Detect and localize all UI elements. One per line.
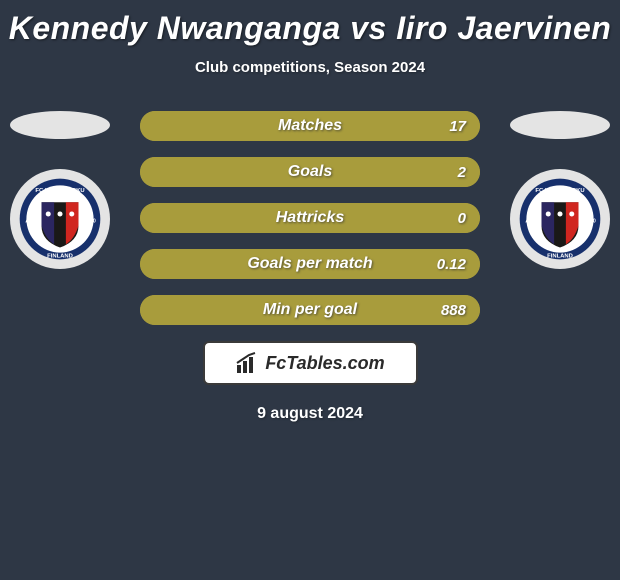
stat-bar-min-per-goal: Min per goal 888 xyxy=(140,295,480,325)
svg-text:FINLAND: FINLAND xyxy=(547,254,573,260)
bar-label: Goals xyxy=(140,157,480,187)
comparison-infographic: Kennedy Nwanganga vs Iiro Jaervinen Club… xyxy=(0,0,620,580)
bar-label: Goals per match xyxy=(140,249,480,279)
player-ellipse-right xyxy=(510,111,610,139)
club-badge-left: FC INTER TURKU FINLAND A.D 1990 xyxy=(10,169,110,269)
svg-text:FC INTER TURKU: FC INTER TURKU xyxy=(35,188,84,194)
logo-text: FcTables.com xyxy=(265,353,384,374)
svg-text:1990: 1990 xyxy=(85,218,96,224)
fctables-logo: FcTables.com xyxy=(203,341,418,385)
bar-value-right: 0 xyxy=(458,203,466,233)
stat-bar-hattricks: Hattricks 0 xyxy=(140,203,480,233)
stat-bar-goals: Goals 2 xyxy=(140,157,480,187)
club-badge-right: FC INTER TURKU FINLAND A.D 1990 xyxy=(510,169,610,269)
svg-text:FINLAND: FINLAND xyxy=(47,254,73,260)
bar-value-right: 888 xyxy=(441,295,466,325)
date-text: 9 august 2024 xyxy=(0,405,620,423)
chart-icon xyxy=(235,351,259,375)
bar-value-right: 0.12 xyxy=(437,249,466,279)
bar-label: Hattricks xyxy=(140,203,480,233)
stat-bar-matches: Matches 17 xyxy=(140,111,480,141)
club-crest-icon: FC INTER TURKU FINLAND A.D 1990 xyxy=(518,177,602,261)
stat-bar-goals-per-match: Goals per match 0.12 xyxy=(140,249,480,279)
content-area: FC INTER TURKU FINLAND A.D 1990 FC INTER… xyxy=(0,111,620,423)
stat-bars: Matches 17 Goals 2 Hattricks 0 Goals per… xyxy=(140,111,480,325)
svg-text:1990: 1990 xyxy=(585,218,596,224)
subtitle: Club competitions, Season 2024 xyxy=(0,59,620,76)
player-ellipse-left xyxy=(10,111,110,139)
bar-value-right: 17 xyxy=(449,111,466,141)
svg-text:A.D: A.D xyxy=(525,218,534,224)
club-crest-icon: FC INTER TURKU FINLAND A.D 1990 xyxy=(18,177,102,261)
svg-text:FC INTER TURKU: FC INTER TURKU xyxy=(535,188,584,194)
bar-value-right: 2 xyxy=(458,157,466,187)
svg-text:A.D: A.D xyxy=(25,218,34,224)
bar-label: Matches xyxy=(140,111,480,141)
bar-label: Min per goal xyxy=(140,295,480,325)
page-title: Kennedy Nwanganga vs Iiro Jaervinen xyxy=(0,0,620,47)
